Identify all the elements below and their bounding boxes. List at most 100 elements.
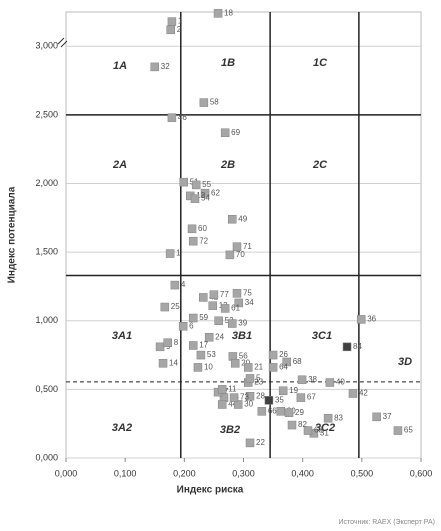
point-label: 62 (211, 188, 220, 197)
point (356, 315, 366, 324)
x-tick-label: 0,500 (351, 468, 374, 478)
point (282, 357, 291, 367)
point (188, 313, 198, 323)
point-label: 61 (231, 304, 240, 313)
point-label: 73 (240, 393, 249, 402)
point (232, 289, 242, 298)
point-label: 6 (189, 321, 194, 330)
point-label: 49 (238, 214, 247, 223)
point-label: 84 (353, 342, 362, 351)
source: Источник: RAEX (Эксперт РА) (338, 519, 435, 526)
point-label: 53 (207, 350, 216, 359)
point (167, 113, 177, 122)
point-label: 26 (279, 350, 288, 359)
point (276, 407, 286, 416)
point-label: 31 (320, 428, 329, 437)
y-tick-label: 3,000 (35, 41, 58, 51)
point-label: 54 (201, 194, 210, 203)
point (297, 375, 307, 385)
point-label: 77 (220, 290, 229, 299)
point-label: 2 (177, 25, 182, 34)
y-tick-label: 1,500 (35, 247, 58, 257)
point (342, 342, 352, 352)
point-label: 29 (295, 408, 304, 417)
point (158, 359, 168, 368)
point (217, 385, 227, 394)
point (188, 341, 198, 350)
x-tick-label: 0,000 (55, 468, 78, 478)
point (393, 426, 403, 435)
point (163, 338, 173, 347)
point (234, 298, 244, 308)
point-label: 59 (199, 313, 208, 322)
point-label: 46 (178, 113, 187, 122)
point-label: 10 (204, 363, 213, 372)
point (220, 128, 230, 138)
point (199, 293, 208, 302)
point-label: 24 (215, 332, 224, 341)
point (268, 350, 278, 360)
axis-break (57, 37, 68, 48)
x-tick-label: 0,600 (410, 468, 433, 478)
point-label: 36 (367, 315, 376, 324)
point-label: 69 (231, 128, 240, 137)
point-label: 83 (334, 413, 343, 422)
point-label: 82 (298, 420, 307, 429)
point (208, 301, 217, 310)
point-label: 56 (239, 352, 248, 361)
point-label: 11 (228, 384, 237, 393)
point (225, 250, 235, 260)
zone-label: 2B (220, 159, 235, 171)
point-label: 60 (198, 224, 207, 233)
y-axis-title: Индекс потенциала (7, 186, 18, 283)
point-label: 40 (336, 378, 345, 387)
point-label: 32 (161, 62, 170, 71)
point (372, 412, 381, 422)
point-label: 5 (256, 374, 261, 383)
x-tick-label: 0,300 (232, 468, 255, 478)
y-tick-label: 2,500 (35, 109, 58, 119)
point (245, 438, 255, 448)
point (178, 322, 188, 331)
point (190, 194, 200, 203)
point-label: 23 (254, 378, 263, 387)
point-label: 39 (238, 319, 247, 328)
point (217, 400, 227, 409)
zone-label: 2A (112, 159, 127, 171)
point (229, 393, 239, 402)
point (193, 363, 203, 372)
x-tick-label: 0,200 (173, 468, 196, 478)
zone-label: 1C (313, 57, 328, 69)
zone-label: 3C2 (315, 422, 335, 434)
y-tick-label: 0,500 (35, 384, 58, 394)
point (264, 396, 274, 405)
y-tick-label: 0,000 (35, 452, 58, 462)
point (214, 316, 223, 326)
point (188, 236, 198, 246)
zone-label: 1B (221, 57, 235, 69)
point (245, 374, 255, 383)
zone-label: 1A (113, 60, 127, 72)
point-label: 22 (256, 438, 265, 447)
zone-label: 3A2 (112, 422, 132, 434)
point-label: 20 (241, 358, 250, 367)
point-label: 64 (279, 363, 288, 372)
point-label: 70 (236, 250, 245, 259)
point (228, 214, 237, 224)
point-label: 19 (289, 386, 298, 395)
point (170, 280, 180, 290)
point (348, 389, 358, 398)
point (230, 359, 240, 368)
point-label: 55 (202, 180, 211, 189)
point (196, 350, 206, 360)
point-label: 66 (268, 406, 277, 415)
zone-label: 3D (398, 356, 412, 368)
point-label: 37 (383, 412, 392, 421)
point-label: 65 (404, 426, 413, 435)
zone-label: 3C1 (312, 330, 332, 342)
point-label: 35 (275, 395, 284, 404)
point-label: 4 (181, 280, 186, 289)
point (232, 242, 242, 251)
